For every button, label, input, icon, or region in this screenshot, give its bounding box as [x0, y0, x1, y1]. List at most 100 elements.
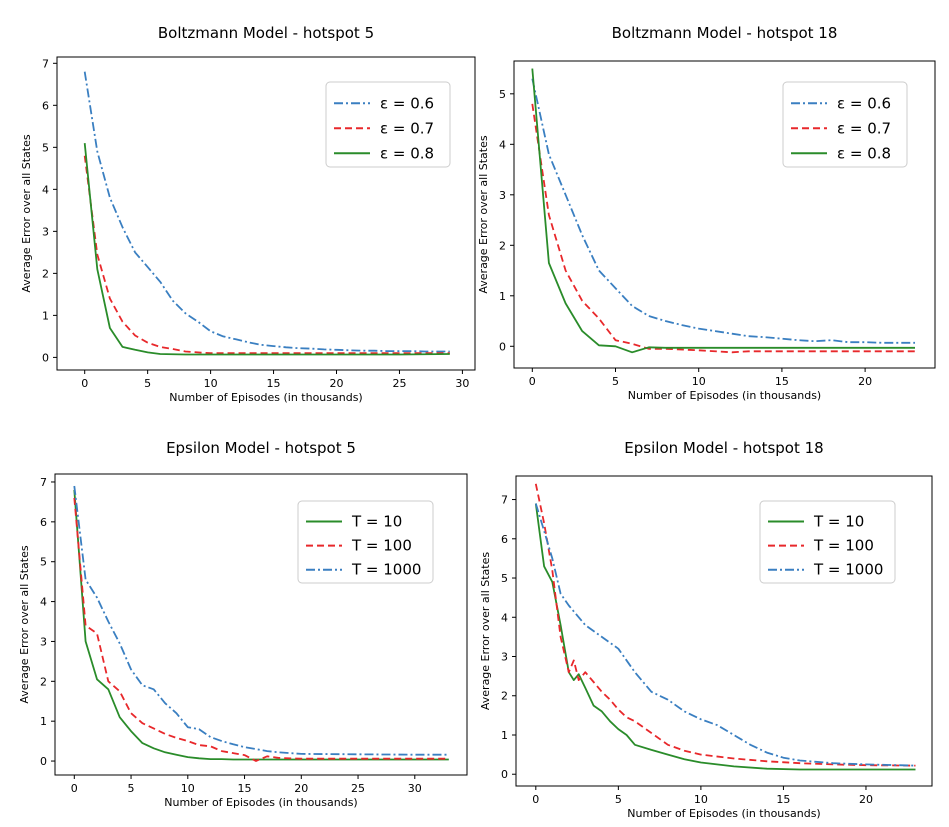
x-tick-label: 20	[294, 782, 308, 795]
series-line-1	[73, 489, 449, 761]
y-axis-label: Average Error over all States	[18, 545, 31, 703]
x-tick-label: 20	[330, 377, 344, 390]
x-tick-label: 10	[692, 375, 706, 388]
plot-frame	[54, 473, 468, 776]
y-axis-label: Average Error over all States	[477, 135, 490, 293]
y-tick-label: 5	[501, 572, 508, 585]
y-tick-label: 0	[40, 755, 47, 768]
x-tick-label: 5	[612, 375, 619, 388]
series-line-1	[83, 71, 450, 353]
y-tick-label: 6	[501, 533, 508, 546]
series-line-3	[83, 143, 450, 356]
y-tick-label: 0	[499, 340, 506, 353]
y-tick-label: 1	[42, 309, 49, 322]
y-tick-label: 3	[499, 189, 506, 202]
y-tick-label: 0	[42, 351, 49, 364]
x-axis-label: Number of Episodes (in thousands)	[627, 807, 820, 820]
x-axis-label: Number of Episodes (in thousands)	[169, 391, 362, 404]
series-line-1	[534, 503, 916, 771]
y-tick-label: 3	[501, 651, 508, 664]
y-tick-label: 4	[42, 183, 49, 196]
legend-label: T = 1000	[351, 561, 421, 579]
y-tick-label: 3	[42, 225, 49, 238]
x-tick-label: 10	[204, 377, 218, 390]
x-tick-label: 15	[776, 793, 790, 806]
series-line-2	[534, 483, 916, 767]
legend: ε = 0.6 ε = 0.7 ε = 0.8	[325, 81, 451, 168]
x-tick-label: 10	[694, 793, 708, 806]
legend-label: T = 10	[813, 513, 864, 531]
legend-label: ε = 0.7	[380, 119, 434, 137]
x-tick-label: 15	[267, 377, 281, 390]
y-tick-label: 1	[499, 290, 506, 303]
x-tick-label: 0	[71, 782, 78, 795]
series-line-3	[531, 68, 915, 354]
y-tick-label: 7	[501, 494, 508, 507]
y-tick-label: 2	[42, 267, 49, 280]
series-line-2	[531, 103, 915, 354]
legend-label: T = 100	[351, 537, 412, 555]
x-tick-label: 15	[238, 782, 252, 795]
y-tick-label: 5	[42, 141, 49, 154]
x-tick-label: 0	[532, 793, 539, 806]
chart-title: Boltzmann Model - hotspot 5	[158, 24, 374, 42]
y-tick-label: 4	[501, 611, 508, 624]
chart-panel-1: Boltzmann Model - hotspot 50 5 10 15 20 25 300…	[20, 24, 476, 404]
series-line-1	[531, 78, 915, 344]
legend-label: T = 100	[813, 537, 874, 555]
legend: ε = 0.6 ε = 0.7 ε = 0.8	[782, 81, 908, 168]
x-tick-label: 0	[529, 375, 536, 388]
series-line-3	[534, 503, 916, 767]
y-tick-label: 6	[40, 516, 47, 529]
legend-label: T = 10	[351, 513, 402, 531]
legend-label: T = 1000	[813, 561, 883, 579]
y-tick-label: 2	[40, 675, 47, 688]
chart-panel-3: Epsilon Model - hotspot 50 5 10 15 20 25 30012…	[18, 439, 468, 809]
y-tick-label: 5	[40, 556, 47, 569]
y-axis-label: Average Error over all States	[20, 134, 33, 292]
y-tick-label: 5	[499, 88, 506, 101]
legend: T = 10 T = 100 T = 1000	[297, 500, 434, 584]
chart-panel-4: Epsilon Model - hotspot 18 0 5 10 15 20 0 1 2 3 4 5…	[479, 439, 933, 820]
y-tick-label: 2	[499, 239, 506, 252]
x-tick-label: 30	[455, 377, 469, 390]
y-tick-label: 4	[40, 596, 47, 609]
legend-label: ε = 0.6	[380, 94, 434, 112]
x-tick-label: 5	[615, 793, 622, 806]
y-tick-label: 1	[40, 715, 47, 728]
y-tick-label: 0	[501, 768, 508, 781]
y-tick-label: 3	[40, 635, 47, 648]
chart-title: Epsilon Model - hotspot 5	[166, 439, 356, 457]
plot-frame	[56, 56, 476, 371]
y-tick-label: 7	[40, 476, 47, 489]
chart-title: Epsilon Model - hotspot 18	[624, 439, 823, 457]
plot-frame	[513, 60, 936, 369]
x-tick-label: 25	[392, 377, 406, 390]
plot-frame	[515, 475, 933, 787]
x-tick-label: 5	[144, 377, 151, 390]
chart-title: Boltzmann Model - hotspot 18	[612, 24, 838, 42]
y-axis-label: Average Error over all States	[479, 552, 492, 710]
x-axis-label: Number of Episodes (in thousands)	[628, 389, 821, 402]
x-tick-label: 0	[81, 377, 88, 390]
x-tick-label: 25	[351, 782, 365, 795]
series-line-2	[73, 497, 449, 762]
legend-label: ε = 0.8	[380, 144, 434, 162]
x-tick-label: 30	[408, 782, 422, 795]
x-tick-label: 5	[128, 782, 135, 795]
y-tick-label: 4	[499, 138, 506, 151]
y-tick-label: 1	[501, 729, 508, 742]
y-tick-label: 2	[501, 690, 508, 703]
x-tick-label: 20	[858, 375, 872, 388]
series-line-3	[73, 485, 449, 756]
series-line-2	[83, 155, 450, 355]
y-tick-label: 6	[42, 99, 49, 112]
x-axis-label: Number of Episodes (in thousands)	[164, 796, 357, 809]
legend: T = 10 T = 100 T = 1000	[759, 500, 896, 584]
chart-panel-2: Boltzmann Model - hotspot 18 0 5 10 15 20 0 1 2 3…	[477, 24, 936, 402]
legend-label: ε = 0.6	[837, 94, 891, 112]
legend-label: ε = 0.7	[837, 119, 891, 137]
y-tick-label: 7	[42, 57, 49, 70]
x-tick-label: 20	[859, 793, 873, 806]
